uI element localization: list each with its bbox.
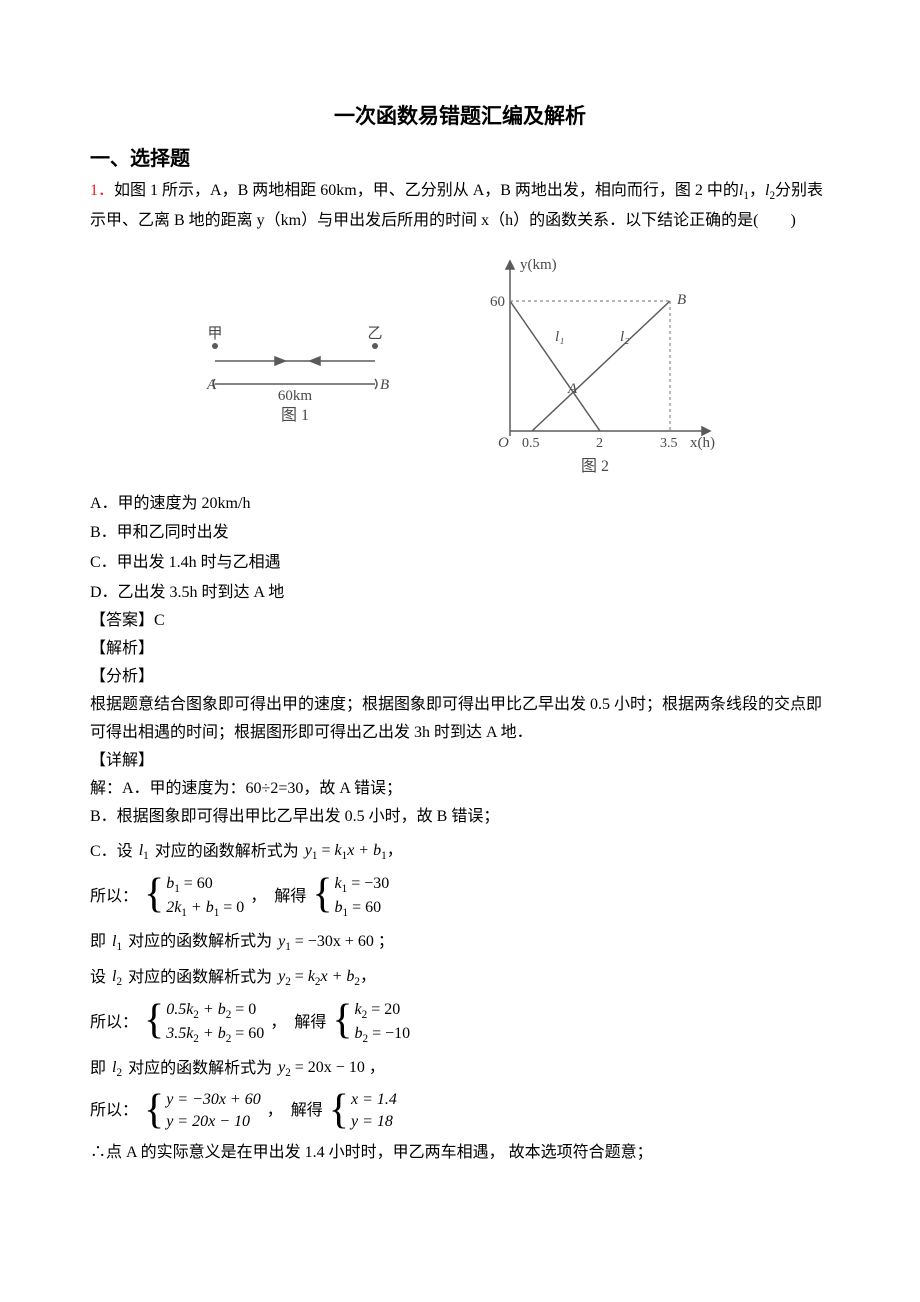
fig2-l1: l₁ (555, 329, 564, 345)
xiangjie-label: 【详解】 (90, 747, 830, 775)
page-title: 一次函数易错题汇编及解析 (90, 100, 830, 130)
fig1-yi: 乙 (367, 326, 382, 342)
brace-sol2: { k2 = 20 b2 = −10 (332, 999, 410, 1048)
option-a: A．甲的速度为 20km/h (90, 489, 830, 519)
fig2-xaxis: x(h) (690, 435, 715, 451)
document-page: 一次函数易错题汇编及解析 一、选择题 1．如图 1 所示，A，B 两地相距 60… (0, 0, 920, 1302)
fig2-x35: 3.5 (660, 436, 678, 451)
final-line: ∴点 A 的实际意义是在甲出发 1.4 小时时，甲乙两车相遇， 故本选项符合题意… (90, 1139, 830, 1167)
so-prefix: 所以： (90, 883, 138, 911)
brace-sol1: { k1 = −30 b1 = 60 (312, 873, 389, 922)
fig2-A: A (567, 381, 578, 397)
figure-1: 甲 乙 A B 60km 图 1 (190, 306, 400, 426)
stem-part-a: 如图 1 所示，A，B 两地相距 60km，甲、乙分别从 A，B 两地出发，相向… (114, 182, 739, 199)
set-l2: 设 l2 对应的函数解析式为 y2 = k2x + b2， (90, 963, 830, 993)
result-l2: 即 l2 对应的函数解析式为 y2 = 20x − 10 ， (90, 1054, 830, 1084)
system-2: 所以： { 0.5k2 + b2 = 0 3.5k2 + b2 = 60 ， 解… (90, 999, 830, 1048)
sol-b: B．根据图象即可得出甲比乙早出发 0.5 小时，故 B 错误； (90, 803, 830, 831)
fig1-jia: 甲 (207, 326, 222, 342)
figure-row: 甲 乙 A B 60km 图 1 y(km) 60 B l₁ (90, 251, 830, 481)
section-heading: 一、选择题 (90, 142, 830, 171)
system-1: 所以： { b1 = 60 2k1 + b1 = 0 ， 解得 { k1 = −… (90, 873, 830, 922)
system-3: 所以： { y = −30x + 60 y = 20x − 10 ， 解得 { … (90, 1089, 830, 1132)
brace-sys2: { 0.5k2 + b2 = 0 3.5k2 + b2 = 60 (144, 999, 264, 1048)
fig1-caption: 图 1 (281, 407, 309, 424)
fig2-yaxis: y(km) (520, 257, 557, 273)
answer-label: 【答案】C (90, 607, 830, 635)
solc-b: 对应的函数解析式为 (155, 838, 299, 866)
fig1-B: B (380, 377, 389, 393)
sol-a: 解：A．甲的速度为：60÷2=30，故 A 错误； (90, 775, 830, 803)
figure-2: y(km) 60 B l₁ l₂ A O 0.5 2 3.5 x(h) 图 2 (460, 251, 730, 481)
fig2-x2: 2 (596, 436, 603, 451)
fenxi-label: 【分析】 (90, 663, 830, 691)
sol-c-line1: C．设 l1 对应的函数解析式为 y1 = k1x + b1， (90, 837, 830, 867)
fig2-caption: 图 2 (581, 458, 609, 475)
brace-sol3: { x = 1.4 y = 18 (329, 1089, 397, 1132)
option-d: D．乙出发 3.5h 时到达 A 地 (90, 578, 830, 608)
result-l1: 即 l1 对应的函数解析式为 y1 = −30x + 60 ； (90, 928, 830, 958)
fig2-l2: l₂ (620, 329, 629, 345)
question-stem: 1．如图 1 所示，A，B 两地相距 60km，甲、乙分别从 A，B 两地出发，… (90, 177, 830, 235)
fig2-O: O (498, 435, 509, 451)
stem-comma: ， (749, 182, 765, 199)
fig1-A: A (206, 377, 217, 393)
option-c: C．甲出发 1.4h 时与乙相遇 (90, 548, 830, 578)
fig2-B: B (677, 292, 686, 308)
question-number: 1． (90, 182, 114, 199)
jiexi-label: 【解析】 (90, 635, 830, 663)
fig1-dist: 60km (278, 388, 313, 404)
brace-sys3: { y = −30x + 60 y = 20x − 10 (144, 1089, 261, 1132)
option-b: B．甲和乙同时出发 (90, 518, 830, 548)
brace-sys1: { b1 = 60 2k1 + b1 = 0 (144, 873, 244, 922)
fig2-x05: 0.5 (522, 436, 540, 451)
analysis-text: 根据题意结合图象即可得出甲的速度；根据图象即可得出甲比乙早出发 0.5 小时；根… (90, 691, 830, 747)
fig2-y60: 60 (490, 294, 505, 310)
jiede-1: ， 解得 (250, 883, 306, 911)
solc-a: C．设 (90, 838, 133, 866)
